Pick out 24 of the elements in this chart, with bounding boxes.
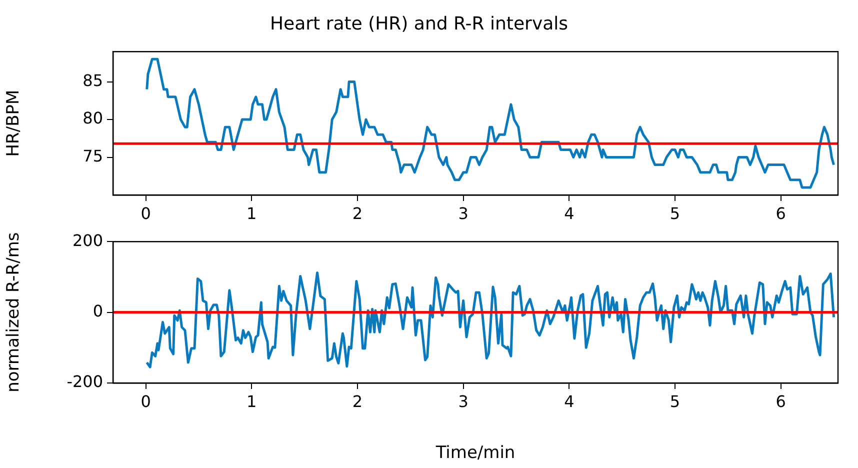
y-axis-title: HR/BPM bbox=[4, 90, 24, 157]
x-tick-label: 5 bbox=[670, 392, 680, 411]
chart-title: Heart rate (HR) and R-R intervals bbox=[270, 13, 568, 34]
y-tick-label: -200 bbox=[66, 372, 103, 392]
x-tick-label: 6 bbox=[776, 204, 786, 223]
y-tick-label: 75 bbox=[82, 146, 103, 166]
y-tick-label: 0 bbox=[92, 301, 103, 320]
x-tick-label: 0 bbox=[140, 204, 151, 223]
x-tick-label: 2 bbox=[352, 392, 363, 411]
y-tick-label: 85 bbox=[82, 70, 103, 90]
x-tick-label: 3 bbox=[458, 204, 468, 223]
x-tick-label: 4 bbox=[564, 204, 574, 223]
x-tick-label: 6 bbox=[776, 392, 786, 411]
x-tick-label: 4 bbox=[564, 392, 574, 411]
x-tick-label: 2 bbox=[352, 204, 363, 223]
x-tick-label: 0 bbox=[140, 392, 151, 411]
x-tick-label: 1 bbox=[246, 204, 257, 223]
x-tick-label: 3 bbox=[458, 392, 468, 411]
x-tick-label: 5 bbox=[670, 204, 680, 223]
y-tick-label: 200 bbox=[72, 230, 103, 250]
x-axis-title: Time/min bbox=[434, 443, 516, 464]
y-tick-label: 80 bbox=[82, 108, 103, 128]
x-tick-label: 1 bbox=[246, 392, 257, 411]
y-axis-title: normalized R-R/ms bbox=[4, 232, 24, 392]
